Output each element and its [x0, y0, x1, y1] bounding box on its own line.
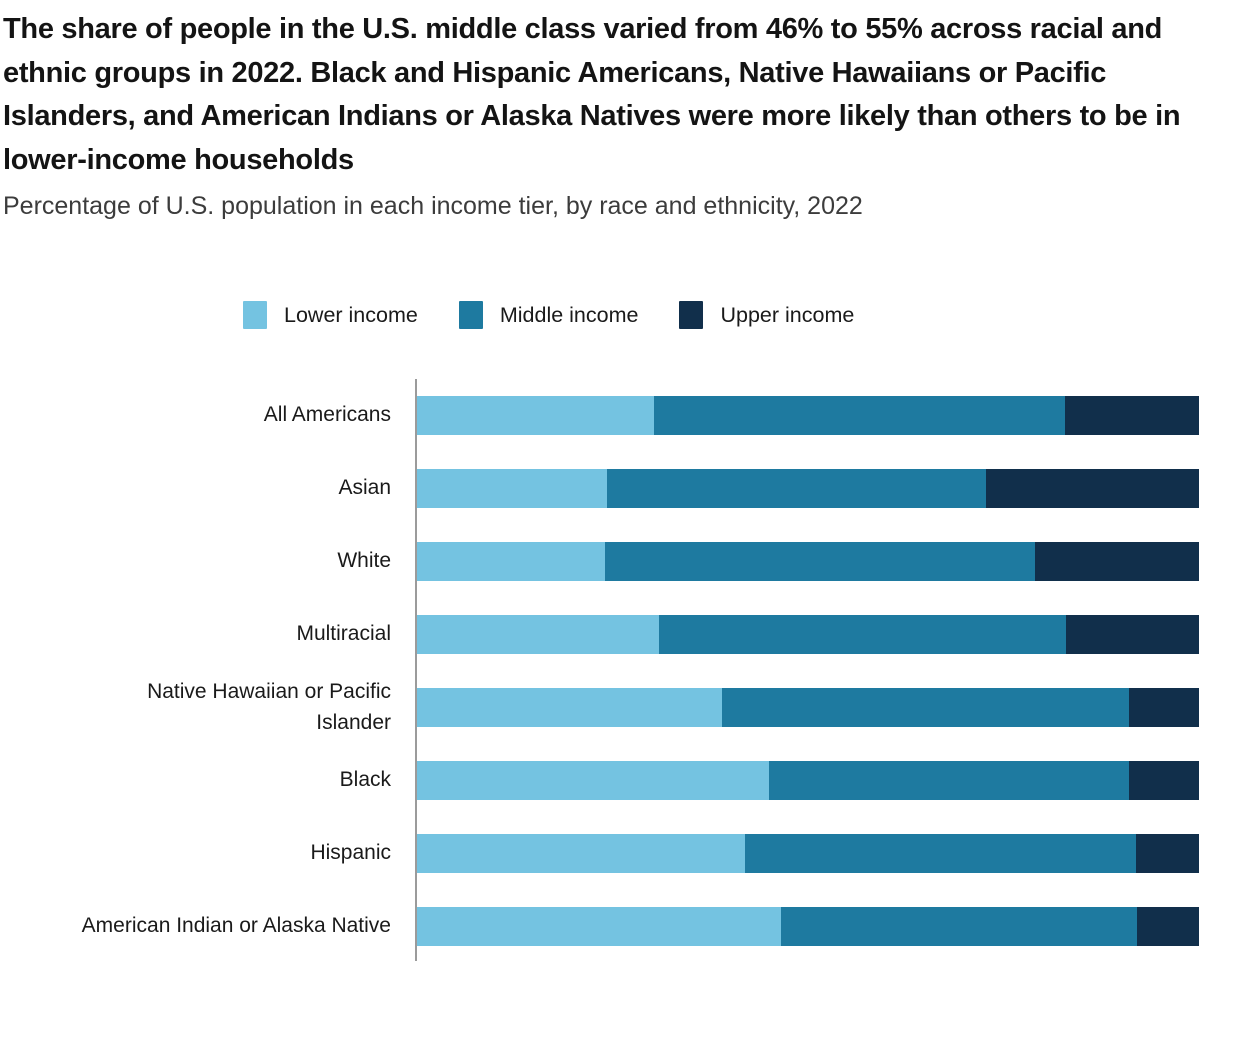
- lower-income-swatch-icon: [243, 301, 267, 329]
- bar-segment-middle-income: [721, 688, 1129, 727]
- bar-segment-middle-income: [604, 542, 1035, 581]
- bar-segment-middle-income: [606, 469, 986, 508]
- legend-item-middle-income: Middle income: [458, 301, 639, 329]
- chart-row-native-hawaiian-or-pacific-islander: Native Hawaiian or Pacific Islander: [3, 680, 1236, 734]
- chart-subtitle: Percentage of U.S. population in each in…: [3, 192, 863, 220]
- bar-segment-upper-income: [985, 469, 1199, 508]
- category-label: Black: [339, 768, 391, 792]
- chart-row-american-indian-or-alaska-native: American Indian or Alaska Native: [3, 907, 1236, 946]
- chart-row-hispanic: Hispanic: [3, 834, 1236, 873]
- bar-segment-upper-income: [1066, 615, 1199, 654]
- bar-track-asian: [417, 469, 1199, 508]
- chart-title: The share of people in the U.S. middle c…: [3, 13, 1181, 176]
- bar-segment-upper-income: [1137, 907, 1199, 946]
- bar-segment-lower-income: [417, 542, 605, 581]
- upper-income-swatch-icon: [679, 301, 704, 329]
- bar-track-black: [417, 761, 1199, 800]
- bar-segment-lower-income: [417, 761, 769, 800]
- legend: Lower income Middle income Upper income: [243, 301, 1236, 329]
- bar-segment-middle-income: [745, 834, 1137, 873]
- bar-segment-upper-income: [1034, 542, 1199, 581]
- bar-segment-middle-income: [768, 761, 1129, 800]
- bar-segment-middle-income: [659, 615, 1067, 654]
- bar-segment-upper-income: [1064, 396, 1199, 435]
- bar-segment-lower-income: [417, 688, 722, 727]
- category-label: Multiracial: [296, 622, 391, 646]
- bar-segment-middle-income: [780, 907, 1138, 946]
- bar-segment-upper-income: [1128, 688, 1199, 727]
- bar-segment-lower-income: [417, 396, 654, 435]
- legend-label: Upper income: [720, 302, 855, 327]
- legend-label: Lower income: [284, 302, 418, 327]
- middle-income-swatch-icon: [458, 301, 483, 329]
- category-label: Asian: [338, 476, 391, 500]
- category-label: All Americans: [263, 403, 391, 427]
- category-label: Native Hawaiian or Pacific Islander: [147, 680, 391, 734]
- chart-row-white: White: [3, 542, 1236, 581]
- chart-row-all-americans: All Americans: [3, 396, 1236, 435]
- chart-row-asian: Asian: [3, 469, 1236, 508]
- bar-segment-lower-income: [417, 907, 781, 946]
- bar-track-all-americans: [417, 396, 1199, 435]
- bar-segment-middle-income: [653, 396, 1065, 435]
- category-label: American Indian or Alaska Native: [81, 914, 391, 938]
- category-label: White: [337, 549, 391, 573]
- category-label: Hispanic: [310, 841, 391, 865]
- legend-item-lower-income: Lower income: [243, 301, 418, 329]
- bar-segment-lower-income: [417, 615, 660, 654]
- bar-track-white: [417, 542, 1199, 581]
- bar-track-native-hawaiian-or-pacific-islander: [417, 688, 1199, 727]
- bar-track-american-indian-or-alaska-native: [417, 907, 1199, 946]
- legend-label: Middle income: [499, 302, 639, 327]
- legend-item-upper-income: Upper income: [679, 301, 854, 329]
- bar-segment-upper-income: [1136, 834, 1199, 873]
- chart-row-multiracial: Multiracial: [3, 615, 1236, 654]
- y-axis-line: [415, 379, 417, 961]
- stacked-bar-chart: All Americans Asian White Multiracial Native…: [3, 379, 1236, 961]
- bar-track-multiracial: [417, 615, 1199, 654]
- bar-segment-lower-income: [417, 834, 746, 873]
- bar-segment-upper-income: [1128, 761, 1199, 800]
- bar-track-hispanic: [417, 834, 1199, 873]
- chart-row-black: Black: [3, 761, 1236, 800]
- bar-segment-lower-income: [417, 469, 607, 508]
